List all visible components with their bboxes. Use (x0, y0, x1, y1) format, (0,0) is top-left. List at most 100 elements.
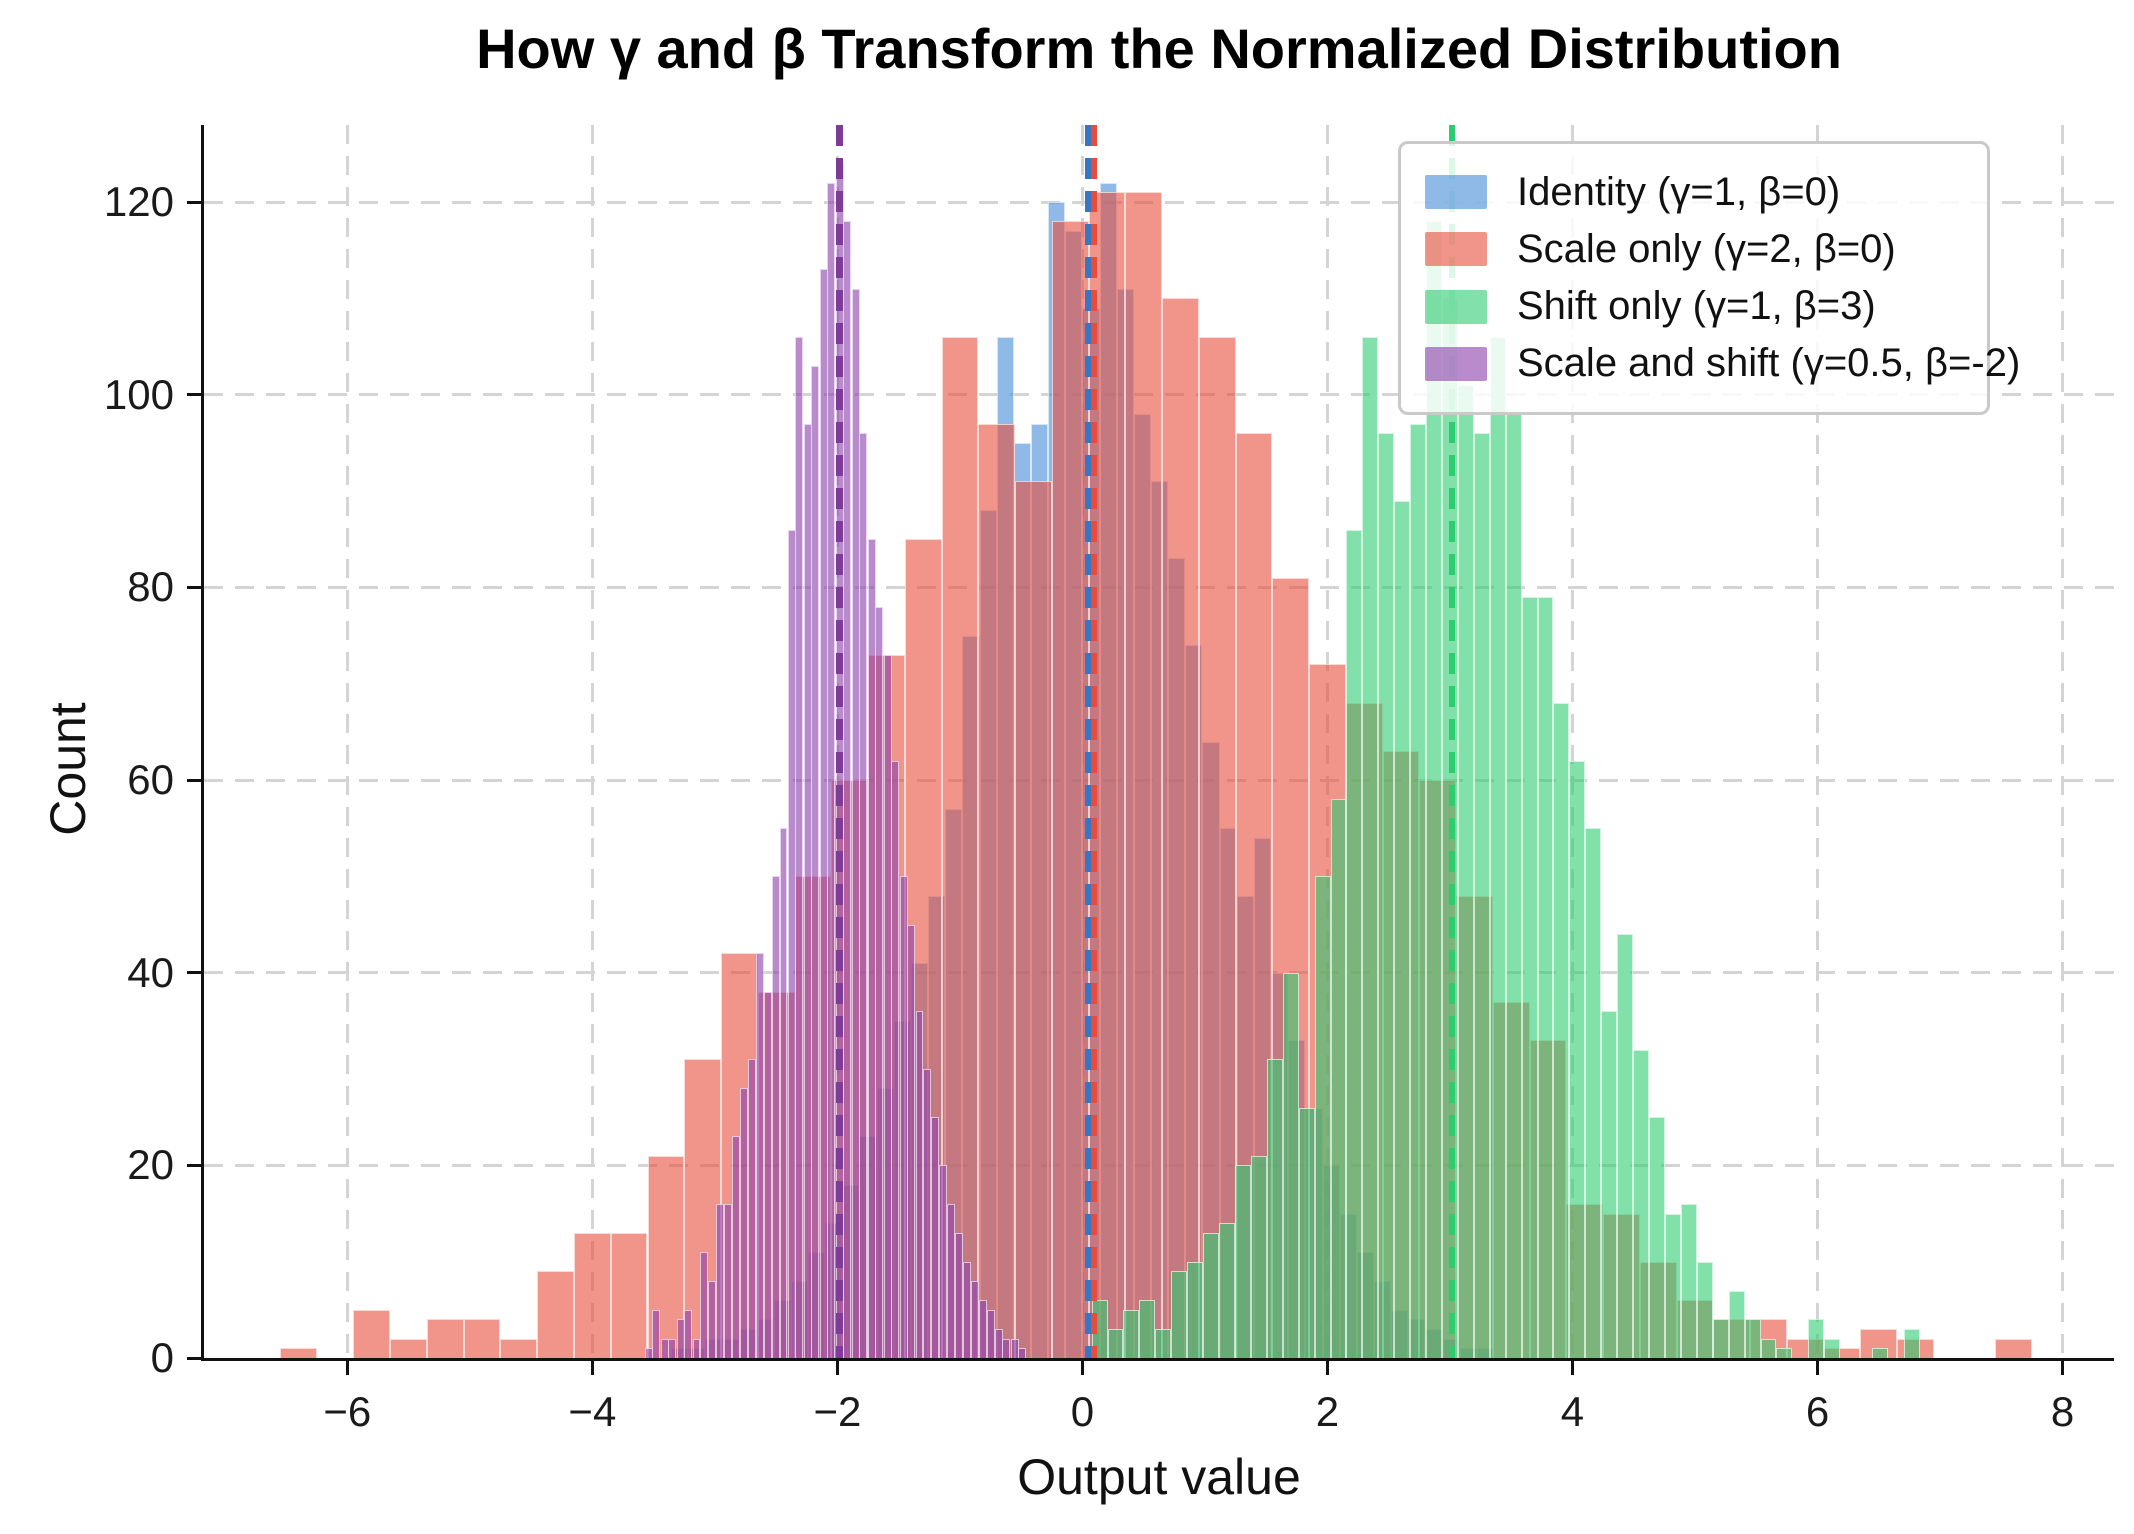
mean-line-identity (1084, 125, 1091, 1358)
hist-bar-scale_and_shift (668, 1338, 676, 1358)
hist-bar-shift_only (1346, 529, 1363, 1358)
hist-bar-scale_only (610, 1232, 648, 1358)
hist-bar-scale_only (390, 1338, 427, 1358)
y-tick-label: 0 (150, 1334, 174, 1381)
x-tick-mark (345, 1361, 349, 1375)
hist-bar-scale_only (1995, 1338, 2032, 1358)
hist-bar-shift_only (1457, 385, 1474, 1358)
hist-bar-shift_only (1585, 828, 1602, 1358)
legend-item-identity: Identity (γ=1, β=0) (1425, 164, 1963, 220)
hist-bar-scale_and_shift (699, 1252, 708, 1358)
hist-bar-shift_only (1410, 423, 1427, 1358)
hist-bar-shift_only (1903, 1329, 1920, 1358)
hist-bar-shift_only (1872, 1348, 1888, 1358)
hist-bar-shift_only (1744, 1319, 1761, 1358)
hist-bar-scale_only (463, 1319, 501, 1358)
y-tick-mark (187, 200, 201, 204)
hist-bar-shift_only (1601, 1011, 1618, 1358)
hist-bar-shift_only (1633, 1049, 1650, 1358)
hist-bar-scale_and_shift (922, 1069, 931, 1358)
hist-bar-shift_only (1250, 1155, 1267, 1358)
hist-bar-shift_only (1696, 1261, 1713, 1358)
legend-item-scale-and-shift: Scale and shift (γ=0.5, β=-2) (1425, 336, 2020, 392)
hist-bar-shift_only (1537, 597, 1554, 1358)
x-tick-label: −6 (323, 1388, 372, 1435)
hist-bar-scale_and_shift (890, 760, 899, 1358)
hist-bar-shift_only (1362, 336, 1379, 1358)
hist-bar-shift_only (1808, 1319, 1825, 1358)
gridline-vertical (1570, 125, 1574, 1358)
x-tick-label: 8 (2050, 1388, 2075, 1435)
hist-bar-shift_only (1728, 1290, 1745, 1358)
hist-bar-shift_only (1505, 413, 1522, 1358)
hist-bar-scale_and_shift (843, 221, 852, 1358)
chart-title: How γ and β Transform the Normalized Dis… (476, 17, 1842, 80)
hist-bar-shift_only (1649, 1117, 1665, 1358)
y-tick-mark (187, 1356, 201, 1360)
x-tick-mark (1080, 1361, 1084, 1375)
hist-bar-scale_only (1162, 298, 1199, 1358)
hist-bar-scale_only (1015, 481, 1052, 1358)
hist-bar-shift_only (1473, 433, 1490, 1358)
y-tick-label: 40 (127, 948, 174, 996)
hist-bar-scale_and_shift (683, 1309, 692, 1358)
hist-bar-shift_only (1712, 1319, 1729, 1358)
hist-bar-shift_only (1123, 1309, 1140, 1358)
y-axis-spine (201, 125, 204, 1361)
hist-bar-scale_and_shift (763, 991, 772, 1358)
gridline-vertical (345, 125, 349, 1358)
hist-bar-scale_and_shift (1018, 1348, 1027, 1358)
hist-bar-scale_only (279, 1348, 317, 1358)
hist-bar-scale_and_shift (811, 365, 820, 1358)
hist-bar-scale_only (978, 423, 1016, 1358)
x-tick-mark (2061, 1361, 2065, 1375)
x-tick-label: 2 (1315, 1388, 1340, 1435)
x-axis-spine (201, 1358, 2114, 1361)
hist-bar-shift_only (1139, 1300, 1156, 1358)
y-tick-mark (187, 971, 201, 975)
hist-bar-shift_only (1489, 336, 1506, 1358)
hist-bar-scale_and_shift (875, 606, 884, 1358)
hist-bar-scale_and_shift (827, 182, 836, 1358)
hist-bar-scale_only (537, 1271, 574, 1358)
y-tick-label: 120 (103, 178, 174, 226)
hist-bar-scale_only (426, 1319, 464, 1358)
legend-item-scale-only: Scale only (γ=2, β=0) (1425, 221, 1963, 277)
hist-bar-scale_and_shift (795, 336, 804, 1358)
mean-line-scale_and_shift (836, 125, 844, 1358)
hist-bar-shift_only (1378, 433, 1395, 1358)
hist-bar-scale_only (500, 1338, 538, 1358)
y-tick-label: 60 (127, 756, 174, 804)
gridline-vertical (590, 125, 594, 1358)
hist-bar-shift_only (1298, 1107, 1315, 1358)
hist-bar-scale_only (1051, 221, 1089, 1358)
hist-bar-shift_only (1266, 1059, 1283, 1358)
y-tick-mark (187, 393, 201, 397)
hist-bar-shift_only (1107, 1329, 1124, 1358)
hist-bar-shift_only (1282, 972, 1299, 1358)
legend-swatch-scale-only (1425, 232, 1487, 267)
hist-bar-shift_only (1171, 1271, 1188, 1358)
hist-bar-shift_only (1617, 934, 1634, 1358)
hist-bar-shift_only (1314, 876, 1331, 1358)
hist-bar-shift_only (1521, 597, 1538, 1358)
y-tick-label: 80 (127, 563, 174, 611)
hist-bar-shift_only (1569, 760, 1586, 1358)
hist-bar-shift_only (1824, 1338, 1841, 1358)
legend-label: Scale only (γ=2, β=0) (1517, 226, 1896, 271)
hist-bar-scale_only (1125, 192, 1163, 1358)
x-tick-mark (835, 1361, 839, 1375)
hist-bar-scale_and_shift (715, 1203, 724, 1358)
hist-bar-scale_and_shift (954, 1232, 963, 1358)
legend-swatch-shift-only (1425, 289, 1487, 324)
hist-bar-shift_only (1219, 1223, 1235, 1358)
legend-label: Shift only (γ=1, β=3) (1517, 284, 1876, 329)
y-tick-label: 20 (127, 1141, 174, 1189)
hist-bar-scale_and_shift (986, 1309, 995, 1358)
x-tick-mark (590, 1361, 594, 1375)
mean-line-scale_only (1091, 125, 1098, 1358)
x-tick-label: 6 (1805, 1388, 1830, 1435)
hist-bar-scale_only (1198, 336, 1236, 1358)
